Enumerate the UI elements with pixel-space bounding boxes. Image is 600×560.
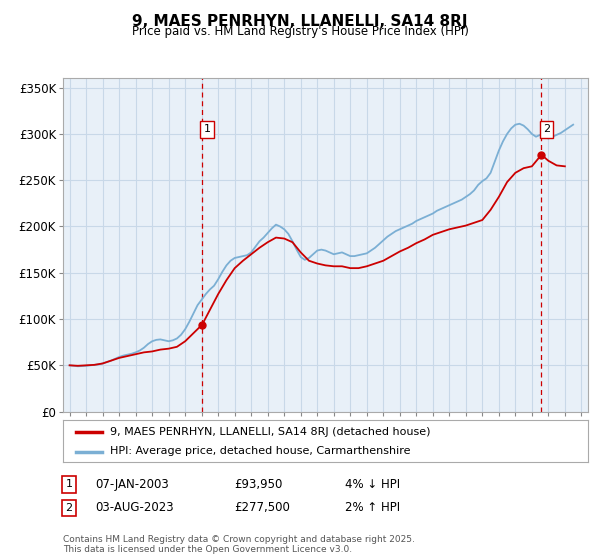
Text: 07-JAN-2003: 07-JAN-2003 [95, 478, 169, 491]
Text: £93,950: £93,950 [234, 478, 283, 491]
Text: 1: 1 [203, 124, 211, 134]
Text: 9, MAES PENRHYN, LLANELLI, SA14 8RJ: 9, MAES PENRHYN, LLANELLI, SA14 8RJ [132, 14, 468, 29]
Text: 03-AUG-2023: 03-AUG-2023 [95, 501, 173, 515]
Text: 2: 2 [65, 503, 73, 513]
Text: 1: 1 [65, 479, 73, 489]
Text: 9, MAES PENRHYN, LLANELLI, SA14 8RJ (detached house): 9, MAES PENRHYN, LLANELLI, SA14 8RJ (det… [110, 427, 431, 437]
Text: 2: 2 [543, 124, 550, 134]
Text: £277,500: £277,500 [234, 501, 290, 515]
Text: Contains HM Land Registry data © Crown copyright and database right 2025.
This d: Contains HM Land Registry data © Crown c… [63, 535, 415, 554]
Text: HPI: Average price, detached house, Carmarthenshire: HPI: Average price, detached house, Carm… [110, 446, 411, 456]
Text: 4% ↓ HPI: 4% ↓ HPI [345, 478, 400, 491]
Text: Price paid vs. HM Land Registry's House Price Index (HPI): Price paid vs. HM Land Registry's House … [131, 25, 469, 38]
Text: 2% ↑ HPI: 2% ↑ HPI [345, 501, 400, 515]
